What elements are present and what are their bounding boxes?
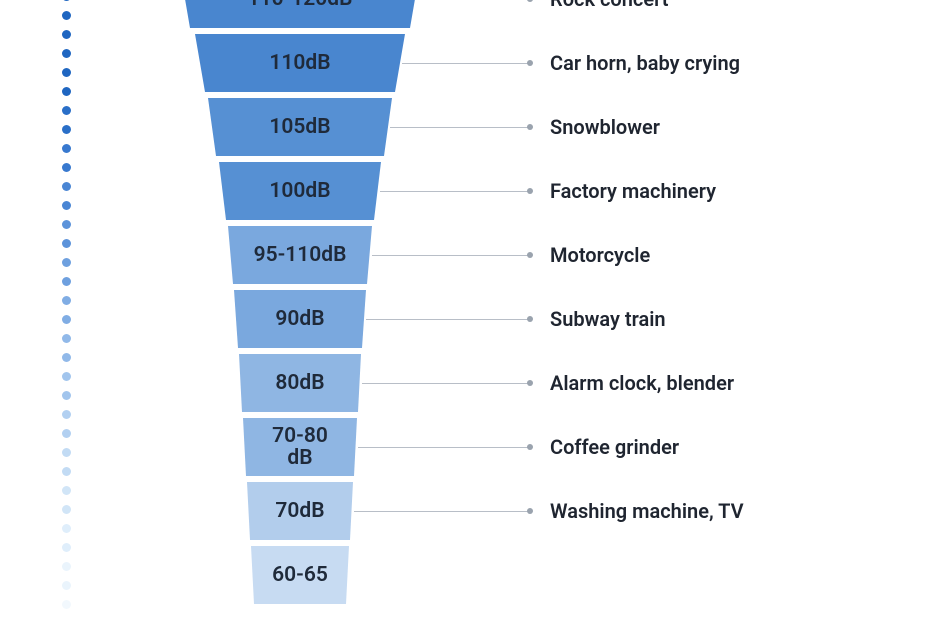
rail-dot: [62, 581, 71, 590]
db-label: 70dB: [275, 500, 324, 522]
rail-dot: [62, 182, 71, 191]
connector-dot: [527, 252, 533, 258]
rail-dot: [62, 144, 71, 153]
rail-dot: [62, 334, 71, 343]
rail-dot: [62, 562, 71, 571]
connector-line: [362, 383, 531, 384]
funnel-row: 70dBWashing machine, TV: [170, 482, 430, 540]
rail-dot: [62, 277, 71, 286]
rail-dot: [62, 68, 71, 77]
funnel-row: 80dBAlarm clock, blender: [170, 354, 430, 412]
rail-dot: [62, 505, 71, 514]
connector-line: [402, 63, 530, 64]
rail-dot: [62, 87, 71, 96]
rail-dot: [62, 49, 71, 58]
connector-line: [372, 255, 531, 256]
db-label: 110dB: [269, 52, 330, 74]
sound-example: Factory machinery: [550, 179, 716, 203]
connector-line: [354, 511, 531, 512]
connector-dot: [527, 60, 533, 66]
db-label: 105dB: [269, 116, 330, 138]
connector-dot: [527, 0, 533, 2]
connector-dot: [527, 188, 533, 194]
rail-dot: [62, 486, 71, 495]
sound-example: Alarm clock, blender: [550, 371, 734, 395]
db-label: 60-65: [272, 564, 328, 586]
sound-example: Snowblower: [550, 115, 660, 139]
db-label: 80dB: [275, 372, 324, 394]
funnel-row: 60-65: [170, 546, 430, 604]
connector-line: [380, 191, 531, 192]
connector-dot: [527, 444, 533, 450]
connector-line: [366, 319, 530, 320]
rail-dot: [62, 30, 71, 39]
db-label: 95-110dB: [254, 244, 347, 266]
rail-dot: [62, 315, 71, 324]
sound-example: Motorcycle: [550, 243, 650, 267]
dots-rail: [62, 0, 71, 609]
rail-dot: [62, 372, 71, 381]
funnel-row: 110dBCar horn, baby crying: [170, 34, 430, 92]
rail-dot: [62, 391, 71, 400]
sound-example: Car horn, baby crying: [550, 51, 740, 75]
connector-line: [390, 127, 530, 128]
connector-line: [358, 447, 531, 448]
rail-dot: [62, 524, 71, 533]
rail-dot: [62, 467, 71, 476]
funnel-row: 110-120dBRock concert: [170, 0, 430, 28]
rail-dot: [62, 239, 71, 248]
connector-dot: [527, 316, 533, 322]
connector-dot: [527, 380, 533, 386]
connector-dot: [527, 508, 533, 514]
db-label: 90dB: [275, 308, 324, 330]
funnel-row: 100dBFactory machinery: [170, 162, 430, 220]
decibel-funnel: 110-120dBRock concert 110dBCar horn, baby…: [170, 0, 430, 604]
sound-example: Subway train: [550, 307, 666, 331]
rail-dot: [62, 220, 71, 229]
sound-example: Washing machine, TV: [550, 499, 744, 523]
rail-dot: [62, 201, 71, 210]
rail-dot: [62, 600, 71, 609]
rail-dot: [62, 353, 71, 362]
funnel-row: 90dBSubway train: [170, 290, 430, 348]
rail-dot: [62, 106, 71, 115]
rail-dot: [62, 448, 71, 457]
sound-example: Rock concert: [550, 0, 669, 11]
rail-dot: [62, 11, 71, 20]
sound-example: Coffee grinder: [550, 435, 679, 459]
rail-dot: [62, 125, 71, 134]
funnel-row: 70-80dBCoffee grinder: [170, 418, 430, 476]
rail-dot: [62, 258, 71, 267]
rail-dot: [62, 163, 71, 172]
db-label: 70-80dB: [272, 425, 328, 469]
rail-dot: [62, 296, 71, 305]
rail-dot: [62, 0, 71, 1]
rail-dot: [62, 543, 71, 552]
funnel-row: 95-110dBMotorcycle: [170, 226, 430, 284]
db-label: 110-120dB: [248, 0, 353, 10]
connector-dot: [527, 124, 533, 130]
rail-dot: [62, 429, 71, 438]
funnel-row: 105dBSnowblower: [170, 98, 430, 156]
rail-dot: [62, 410, 71, 419]
db-label: 100dB: [269, 180, 330, 202]
